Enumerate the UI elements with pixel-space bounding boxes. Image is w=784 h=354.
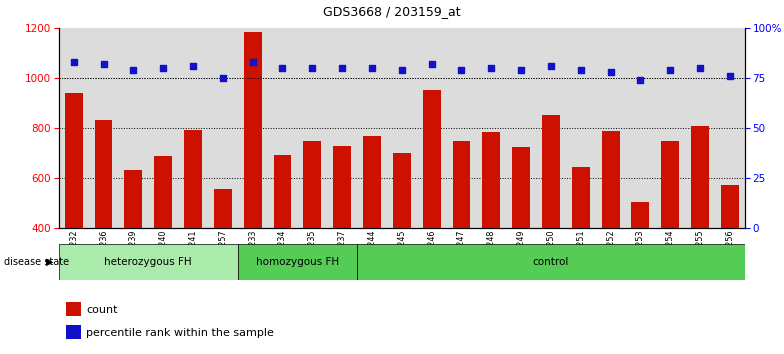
Bar (572, 167, 590, 329)
Bar (661, 141, 679, 329)
Bar (452, 141, 470, 329)
Point (395, 68, 408, 73)
Bar (333, 146, 351, 329)
Point (97, 62, 110, 67)
Point (634, 78, 647, 83)
Point (67, 59, 80, 65)
Text: count: count (86, 305, 118, 315)
Bar (512, 147, 530, 329)
Point (426, 62, 438, 67)
Bar (393, 153, 411, 329)
Text: disease state: disease state (4, 257, 69, 267)
Bar (95, 120, 112, 329)
Bar (244, 32, 262, 329)
Point (664, 68, 677, 73)
Point (485, 65, 498, 71)
Bar (482, 132, 500, 329)
Bar (238, 244, 357, 280)
Bar (66, 302, 81, 316)
Bar (59, 244, 238, 280)
Point (604, 69, 617, 75)
Bar (542, 115, 560, 329)
Bar (303, 141, 321, 329)
Bar (274, 155, 292, 329)
Bar (154, 156, 172, 329)
Point (246, 59, 259, 65)
Text: homozygous FH: homozygous FH (256, 257, 339, 267)
Bar (363, 136, 381, 329)
Point (515, 68, 528, 73)
Point (127, 68, 140, 73)
Bar (125, 170, 143, 329)
Bar (601, 131, 619, 329)
Point (187, 63, 199, 69)
Text: heterozygous FH: heterozygous FH (104, 257, 192, 267)
Bar (423, 90, 441, 329)
Point (216, 75, 229, 81)
Text: GDS3668 / 203159_at: GDS3668 / 203159_at (323, 5, 461, 18)
Point (306, 65, 318, 71)
Bar (631, 202, 649, 329)
Bar (65, 93, 82, 329)
Bar (691, 126, 709, 329)
Text: control: control (533, 257, 569, 267)
Bar (214, 189, 232, 329)
Point (157, 65, 169, 71)
Text: ▶: ▶ (45, 257, 53, 267)
Bar (184, 130, 202, 329)
Point (694, 65, 706, 71)
Bar (357, 244, 745, 280)
Bar (66, 325, 81, 339)
Point (456, 68, 468, 73)
Point (724, 74, 736, 79)
Point (545, 63, 557, 69)
Point (365, 65, 378, 71)
Point (276, 65, 289, 71)
Bar (721, 184, 739, 329)
Point (575, 68, 587, 73)
Point (336, 65, 348, 71)
Text: percentile rank within the sample: percentile rank within the sample (86, 328, 274, 338)
